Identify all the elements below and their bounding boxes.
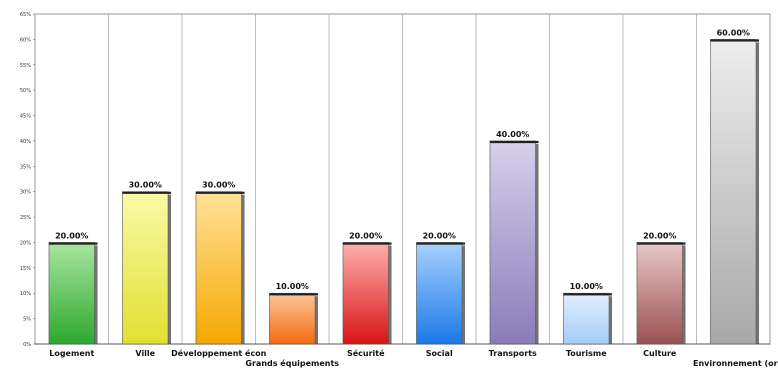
y-tick-label: 25% bbox=[20, 215, 31, 221]
y-tick-label: 45% bbox=[20, 114, 31, 120]
data-label: 40.00% bbox=[496, 130, 529, 139]
category-label: Social bbox=[426, 349, 453, 358]
bar-cap bbox=[122, 191, 172, 194]
bar-cap bbox=[48, 242, 98, 245]
y-tick-label: 40% bbox=[20, 139, 31, 145]
y-tick-label: 55% bbox=[20, 63, 31, 69]
bar-cap bbox=[710, 39, 760, 42]
y-tick-label: 60% bbox=[20, 37, 31, 43]
bar-6 bbox=[416, 242, 463, 345]
bar-cap bbox=[416, 242, 466, 245]
bar-cap bbox=[489, 140, 539, 144]
bar-side bbox=[388, 245, 392, 344]
data-label: 30.00% bbox=[129, 181, 162, 190]
bar-3 bbox=[195, 191, 242, 345]
y-tick-label: 10% bbox=[20, 291, 31, 297]
category-label: Tourisme bbox=[566, 349, 607, 358]
bar-4 bbox=[269, 292, 316, 345]
category-label: Grands équipements bbox=[245, 358, 339, 368]
bar-10 bbox=[710, 39, 757, 345]
category-label: Environnement (ordures bbox=[693, 359, 778, 368]
bar-side bbox=[241, 194, 245, 344]
bar-cap bbox=[636, 242, 686, 245]
data-label: 30.00% bbox=[202, 181, 235, 190]
category-label: Développement écon bbox=[171, 348, 267, 358]
bar-side bbox=[609, 296, 613, 344]
bar-8 bbox=[563, 292, 610, 345]
bar-2 bbox=[122, 191, 169, 345]
category-label: Sécurité bbox=[347, 348, 385, 358]
y-tick-label: 20% bbox=[20, 240, 31, 246]
bar-cap bbox=[269, 293, 319, 296]
bar-side bbox=[682, 245, 686, 344]
bar-side bbox=[94, 245, 98, 344]
bar-cap bbox=[342, 242, 392, 245]
y-tick-label: 15% bbox=[20, 266, 31, 272]
data-label: 20.00% bbox=[423, 231, 456, 240]
y-tick-label: 30% bbox=[20, 190, 31, 196]
bar-side bbox=[168, 194, 172, 344]
bar-side bbox=[315, 296, 319, 344]
category-label: Transports bbox=[489, 349, 537, 358]
category-label: Ville bbox=[135, 349, 155, 358]
data-label: 10.00% bbox=[276, 282, 309, 291]
data-label: 20.00% bbox=[349, 231, 382, 240]
category-label: Culture bbox=[643, 349, 677, 358]
bar-5 bbox=[342, 242, 389, 345]
bar-9 bbox=[636, 242, 683, 345]
data-label: 10.00% bbox=[570, 282, 603, 291]
y-tick-label: 5% bbox=[23, 317, 31, 323]
bar-1 bbox=[48, 242, 95, 345]
y-tick-label: 0% bbox=[23, 342, 31, 348]
bar-side bbox=[756, 42, 760, 345]
y-tick-label: 65% bbox=[20, 12, 31, 18]
bar-cap bbox=[195, 191, 245, 194]
bar-7 bbox=[489, 140, 536, 345]
y-tick-label: 50% bbox=[20, 88, 31, 94]
data-label: 60.00% bbox=[717, 28, 750, 37]
data-label: 20.00% bbox=[643, 231, 676, 240]
category-label: Logement bbox=[49, 349, 94, 358]
bar-cap bbox=[563, 293, 613, 296]
data-label: 20.00% bbox=[55, 231, 88, 240]
bar-side bbox=[535, 143, 539, 344]
bar-side bbox=[462, 245, 466, 344]
y-tick-label: 35% bbox=[20, 164, 31, 170]
